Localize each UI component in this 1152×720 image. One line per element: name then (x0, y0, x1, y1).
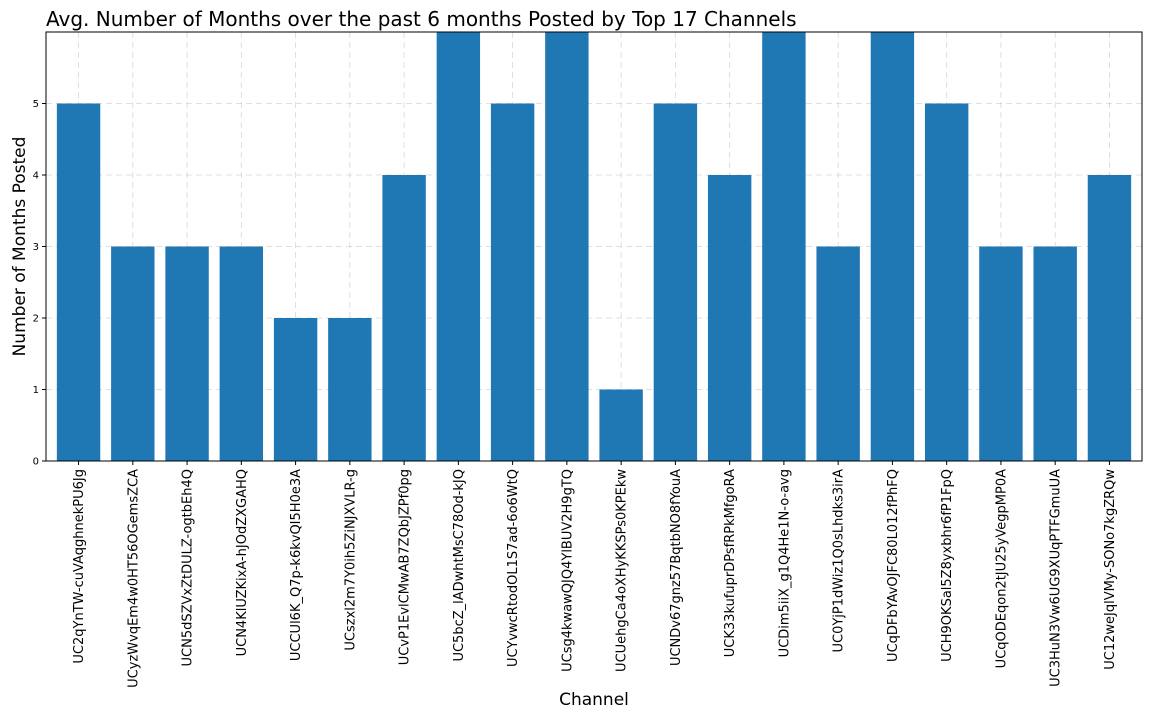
x-tick-label: UC3HuN3Vw6UG9XUqPTFGmuUA (1049, 469, 1064, 687)
bar (1033, 246, 1077, 461)
bar (219, 246, 264, 461)
x-tick-label: UCvP1EvlCMwAB7ZQbJZPf0pg (398, 469, 413, 665)
bar (56, 103, 101, 461)
x-axis-label: Channel (559, 690, 629, 710)
bar (707, 175, 752, 461)
y-tick-label: 2 (33, 314, 39, 325)
bar (490, 103, 535, 461)
bar (545, 32, 589, 461)
x-tick-label: UC2qYnTW-cuVAqghnekPU6Jg (72, 469, 87, 664)
bar (165, 246, 209, 461)
y-tick-label: 4 (33, 171, 39, 182)
bar (273, 318, 318, 461)
x-tick-label: UCN4KlUZKixA-hJOdZXGAHQ (235, 469, 250, 656)
x-tick-label: UCK33kufuprDPsfRPkMfgoRA (723, 469, 738, 657)
x-tick-label: UC12weJqlVMy-SONo7kgZRQw (1103, 469, 1118, 670)
y-tick-label: 0 (33, 457, 39, 468)
y-tick-label: 5 (33, 99, 39, 110)
y-axis-label: Number of Months Posted (10, 137, 30, 357)
y-tick-label: 1 (33, 385, 39, 396)
bar (599, 389, 643, 461)
bar (653, 103, 698, 461)
x-tick-label: UCyzWvqEm4w0HT56OGemsZCA (126, 469, 141, 688)
grid-lines (46, 32, 1142, 462)
x-tick-label: UCqODEqon2tJU25yVegpMP0A (994, 469, 1009, 668)
x-tick-label: UCH9OKSal5Z8yxbhr6fP1FpQ (940, 469, 955, 662)
x-tick-label: UCszxl2m7Y0ih5ZiNJXVLR-g (343, 469, 358, 651)
x-tick-label: UCN5dSZVxZtDULZ-ogtbEh4Q (181, 469, 196, 666)
bar (816, 246, 860, 461)
bar (870, 32, 915, 461)
chart-title: Avg. Number of Months over the past 6 mo… (46, 7, 797, 31)
bar (762, 32, 806, 461)
bar (1087, 175, 1132, 461)
x-tick-label: UCCUl6K_Q7p-k6kvQI5H0e3A (289, 469, 304, 661)
x-tick-label: UCsg4kwawQJQ4YlBUV2H9gTQ (560, 469, 575, 672)
x-tick-label: UC0YjP1dWiz1Q0sLhdks3irA (832, 469, 847, 653)
bar (436, 32, 481, 461)
bar (328, 318, 372, 461)
y-tick-label: 3 (33, 242, 39, 253)
bars (56, 32, 1132, 461)
x-tick-label: UCYvwcRtodOL1S7ad-6o6WtQ (506, 469, 521, 667)
y-axis-ticks: 0 1 2 3 4 5 (33, 99, 46, 468)
x-tick-label: UCqDFbYAvOJFC80L012fPhFQ (886, 469, 901, 662)
x-tick-label: UC5bcZ_lADwhtMsC78Od-kJQ (452, 469, 467, 662)
bar (111, 246, 155, 461)
x-tick-label: UCDim5iiX_g1Q4He1N-o-avg (777, 469, 792, 657)
bar (382, 175, 426, 461)
x-axis-ticks: UC2qYnTW-cuVAqghnekPU6Jg UCyzWvqEm4w0HT56… (72, 461, 1118, 688)
x-tick-label: UCUehgCa4oXHyKKSPs0KPEkw (615, 469, 630, 672)
x-tick-label: UCNDv67gnz57BqtbNO8fYouA (669, 469, 684, 666)
bar (979, 246, 1023, 461)
bar (924, 103, 969, 461)
